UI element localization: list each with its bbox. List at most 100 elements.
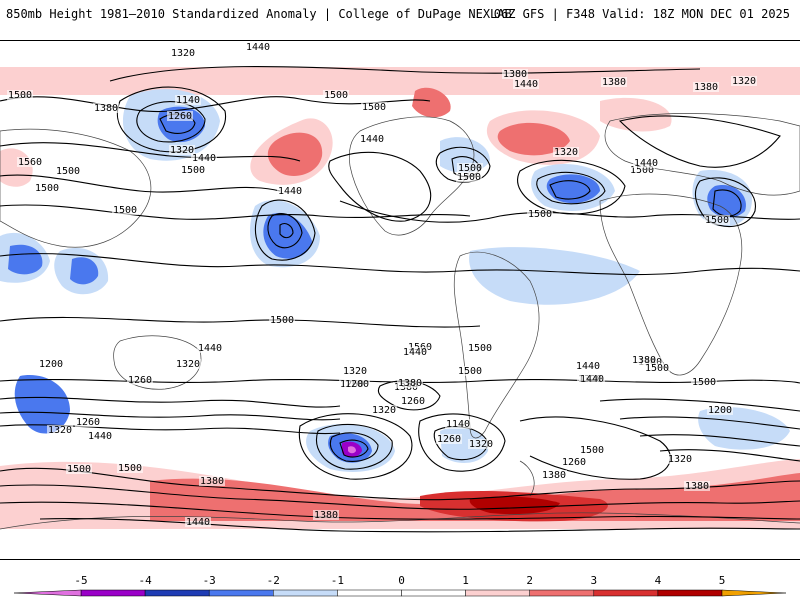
anomaly-fill-canada-pos2 [412, 87, 451, 118]
contour-label-bg [693, 82, 719, 92]
contour-label-bg [436, 434, 462, 444]
contour-1200-spac [329, 432, 379, 462]
contour-label-bg [170, 48, 196, 58]
colorbar-tick-label: 3 [590, 574, 597, 587]
contour-1440-natl [517, 159, 626, 215]
colorbar-tick-label: -1 [331, 574, 344, 587]
colorbar-segment [401, 589, 466, 597]
contour-label-bg [731, 76, 757, 86]
colorbar-segment [529, 589, 595, 597]
anomaly-fill-spac-neg5 [348, 446, 356, 454]
anomaly-fill-india-neg2 [8, 244, 43, 275]
anomaly-fill-russia-neg2 [707, 185, 746, 218]
contour-1440-npac [254, 199, 316, 261]
contour-label-bg [457, 163, 483, 173]
colorbar-tick-label: -2 [267, 574, 280, 587]
contour-label-bg [269, 315, 295, 325]
contour-1380-sio [619, 416, 800, 430]
contour-label-bg [402, 347, 428, 357]
contour-label: 1500 [113, 205, 137, 216]
contour-label: 1500 [468, 343, 492, 354]
contour-1380-russia [712, 189, 742, 217]
contour-label-bg [175, 95, 201, 105]
contour-1140-spac [339, 439, 369, 458]
contour-label-bg [197, 343, 223, 353]
colorbar-segment [144, 589, 210, 597]
colorbar-segment [465, 589, 530, 597]
contour-label: 1440 [192, 153, 216, 164]
contour-1440-russia [694, 177, 756, 228]
colorbar-high-extension [721, 589, 787, 597]
contour-label: 1260 [128, 375, 152, 386]
contour-1440-antarctic [39, 518, 800, 533]
contour-label-bg [633, 158, 659, 168]
contour-label: 1440 [403, 347, 427, 358]
anomaly-fill-arctic-pos [0, 67, 800, 95]
contour-label: 1440 [88, 431, 112, 442]
contour-1500-asia [0, 204, 471, 220]
australia-coast [113, 335, 202, 390]
contour-label-bg [631, 355, 657, 365]
map-title: 850mb Height 1981–2010 Standardized Anom… [6, 7, 512, 21]
contour-1380-asia [0, 142, 301, 162]
colorbar-tick-label: 1 [462, 574, 469, 587]
anomaly-fill-sio-neg2 [14, 375, 70, 434]
contour-label-bg [344, 379, 370, 389]
antarctic-peninsula-coast [519, 460, 535, 497]
contour-label-bg [167, 111, 193, 121]
contour-label-bg [575, 361, 601, 371]
contour-label-bg [561, 457, 587, 467]
contour-1260-sio-east [659, 449, 800, 462]
colorbar-svg: -5 -4 -3 -2 -1 0 1 2 3 4 5 [13, 574, 787, 597]
contour-label-bg [502, 69, 528, 79]
contour-label-bg [7, 90, 33, 100]
contour-1380-europe [618, 115, 781, 168]
contour-label: 1380 [503, 69, 527, 80]
contour-label-bg [175, 359, 201, 369]
contour-label-bg [342, 366, 368, 376]
contour-label-bg [277, 186, 303, 196]
contour-label: 1260 [76, 417, 100, 428]
contour-label-bg [127, 375, 153, 385]
contour-label-bg [553, 147, 579, 157]
contour-label: 1380 [200, 476, 224, 487]
contour-label: 1500 [362, 102, 386, 113]
contour-label: 1260 [562, 457, 586, 468]
map-svg: 1440144013201500138011401260132014401500… [0, 42, 800, 533]
contour-label-bg [199, 476, 225, 486]
anomaly-map[interactable]: 1440144013201500138011401260132014401500… [0, 40, 800, 560]
contour-label: 1320 [170, 145, 194, 156]
contour-label: 1380 [632, 355, 656, 366]
contour-label-bg [117, 463, 143, 473]
contour-label-bg [87, 431, 113, 441]
contour-label: 1260 [437, 434, 461, 445]
model-valid-time: 06Z GFS | F348 Valid: 18Z MON DEC 01 202… [493, 7, 790, 21]
contour-label: 1500 [324, 90, 348, 101]
contour-1260-asia [136, 101, 206, 143]
contour-label: 1260 [401, 396, 425, 407]
contour-labels: 1440144013201500138011401260132014401500… [7, 42, 757, 528]
eurasia-coast [604, 113, 800, 196]
contour-1440-asia [0, 174, 281, 193]
contour-label: 1200 [708, 405, 732, 416]
colorbar-tick-label: 2 [526, 574, 533, 587]
contour-1380-npac [267, 213, 303, 249]
contour-label-bg [185, 517, 211, 527]
contour-label: 1380 [542, 470, 566, 481]
anomaly-fill-greenland-pos2 [497, 122, 570, 156]
contour-label: 1440 [576, 361, 600, 372]
contour-label-bg [371, 405, 397, 415]
contour-label: 1440 [186, 517, 210, 528]
contour-label-bg [112, 205, 138, 215]
contour-label: 1440 [246, 42, 270, 53]
contour-1440-sh [0, 396, 341, 408]
colorbar-segment [657, 589, 723, 597]
contour-1500-trop [0, 253, 800, 276]
contour-1320-natl [549, 180, 591, 200]
contour-label-bg [38, 359, 64, 369]
contour-label: 1380 [314, 510, 338, 521]
contour-1320-spac [298, 413, 413, 480]
contour-label: 1440 [634, 158, 658, 169]
contour-1260-spac [316, 423, 393, 470]
contour-label: 1440 [360, 134, 384, 145]
